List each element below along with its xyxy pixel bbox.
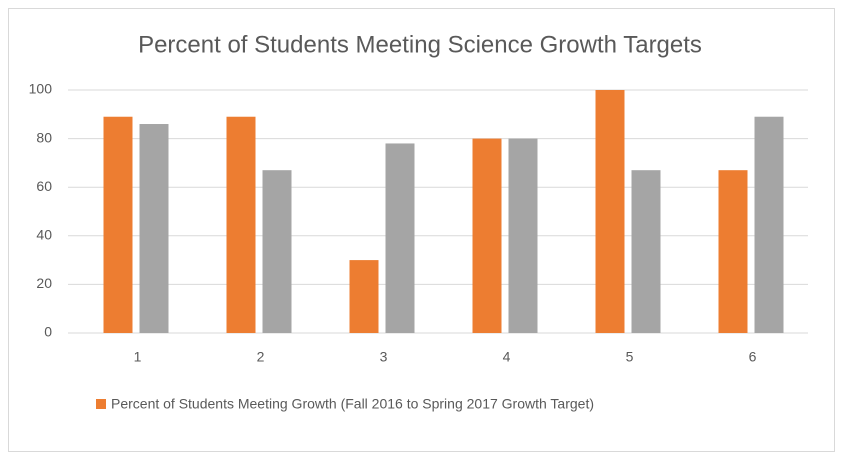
y-tick-label: 20: [36, 275, 52, 291]
y-tick-label: 40: [36, 227, 52, 243]
bar: [754, 116, 784, 333]
bar: [226, 116, 256, 333]
bar: [103, 116, 133, 333]
bar: [472, 138, 502, 333]
y-tick-label: 100: [29, 81, 53, 97]
bar: [262, 170, 292, 333]
bar: [631, 170, 661, 333]
x-tick-label: 5: [626, 349, 634, 365]
bar: [385, 143, 415, 333]
x-tick-label: 4: [503, 349, 511, 365]
bar: [139, 124, 169, 334]
x-tick-label: 3: [380, 349, 388, 365]
bar: [595, 90, 625, 333]
x-tick-label: 6: [749, 349, 757, 365]
legend-label: Percent of Students Meeting Growth (Fall…: [111, 396, 594, 412]
y-tick-label: 0: [44, 324, 52, 340]
bar: [718, 170, 748, 333]
y-tick-label: 80: [36, 129, 52, 145]
chart-title: Percent of Students Meeting Science Grow…: [138, 31, 702, 58]
bar: [349, 260, 379, 333]
x-tick-label: 1: [134, 349, 142, 365]
legend-swatch: [96, 399, 106, 409]
y-tick-label: 60: [36, 178, 52, 194]
bar: [508, 138, 538, 333]
x-tick-label: 2: [257, 349, 265, 365]
